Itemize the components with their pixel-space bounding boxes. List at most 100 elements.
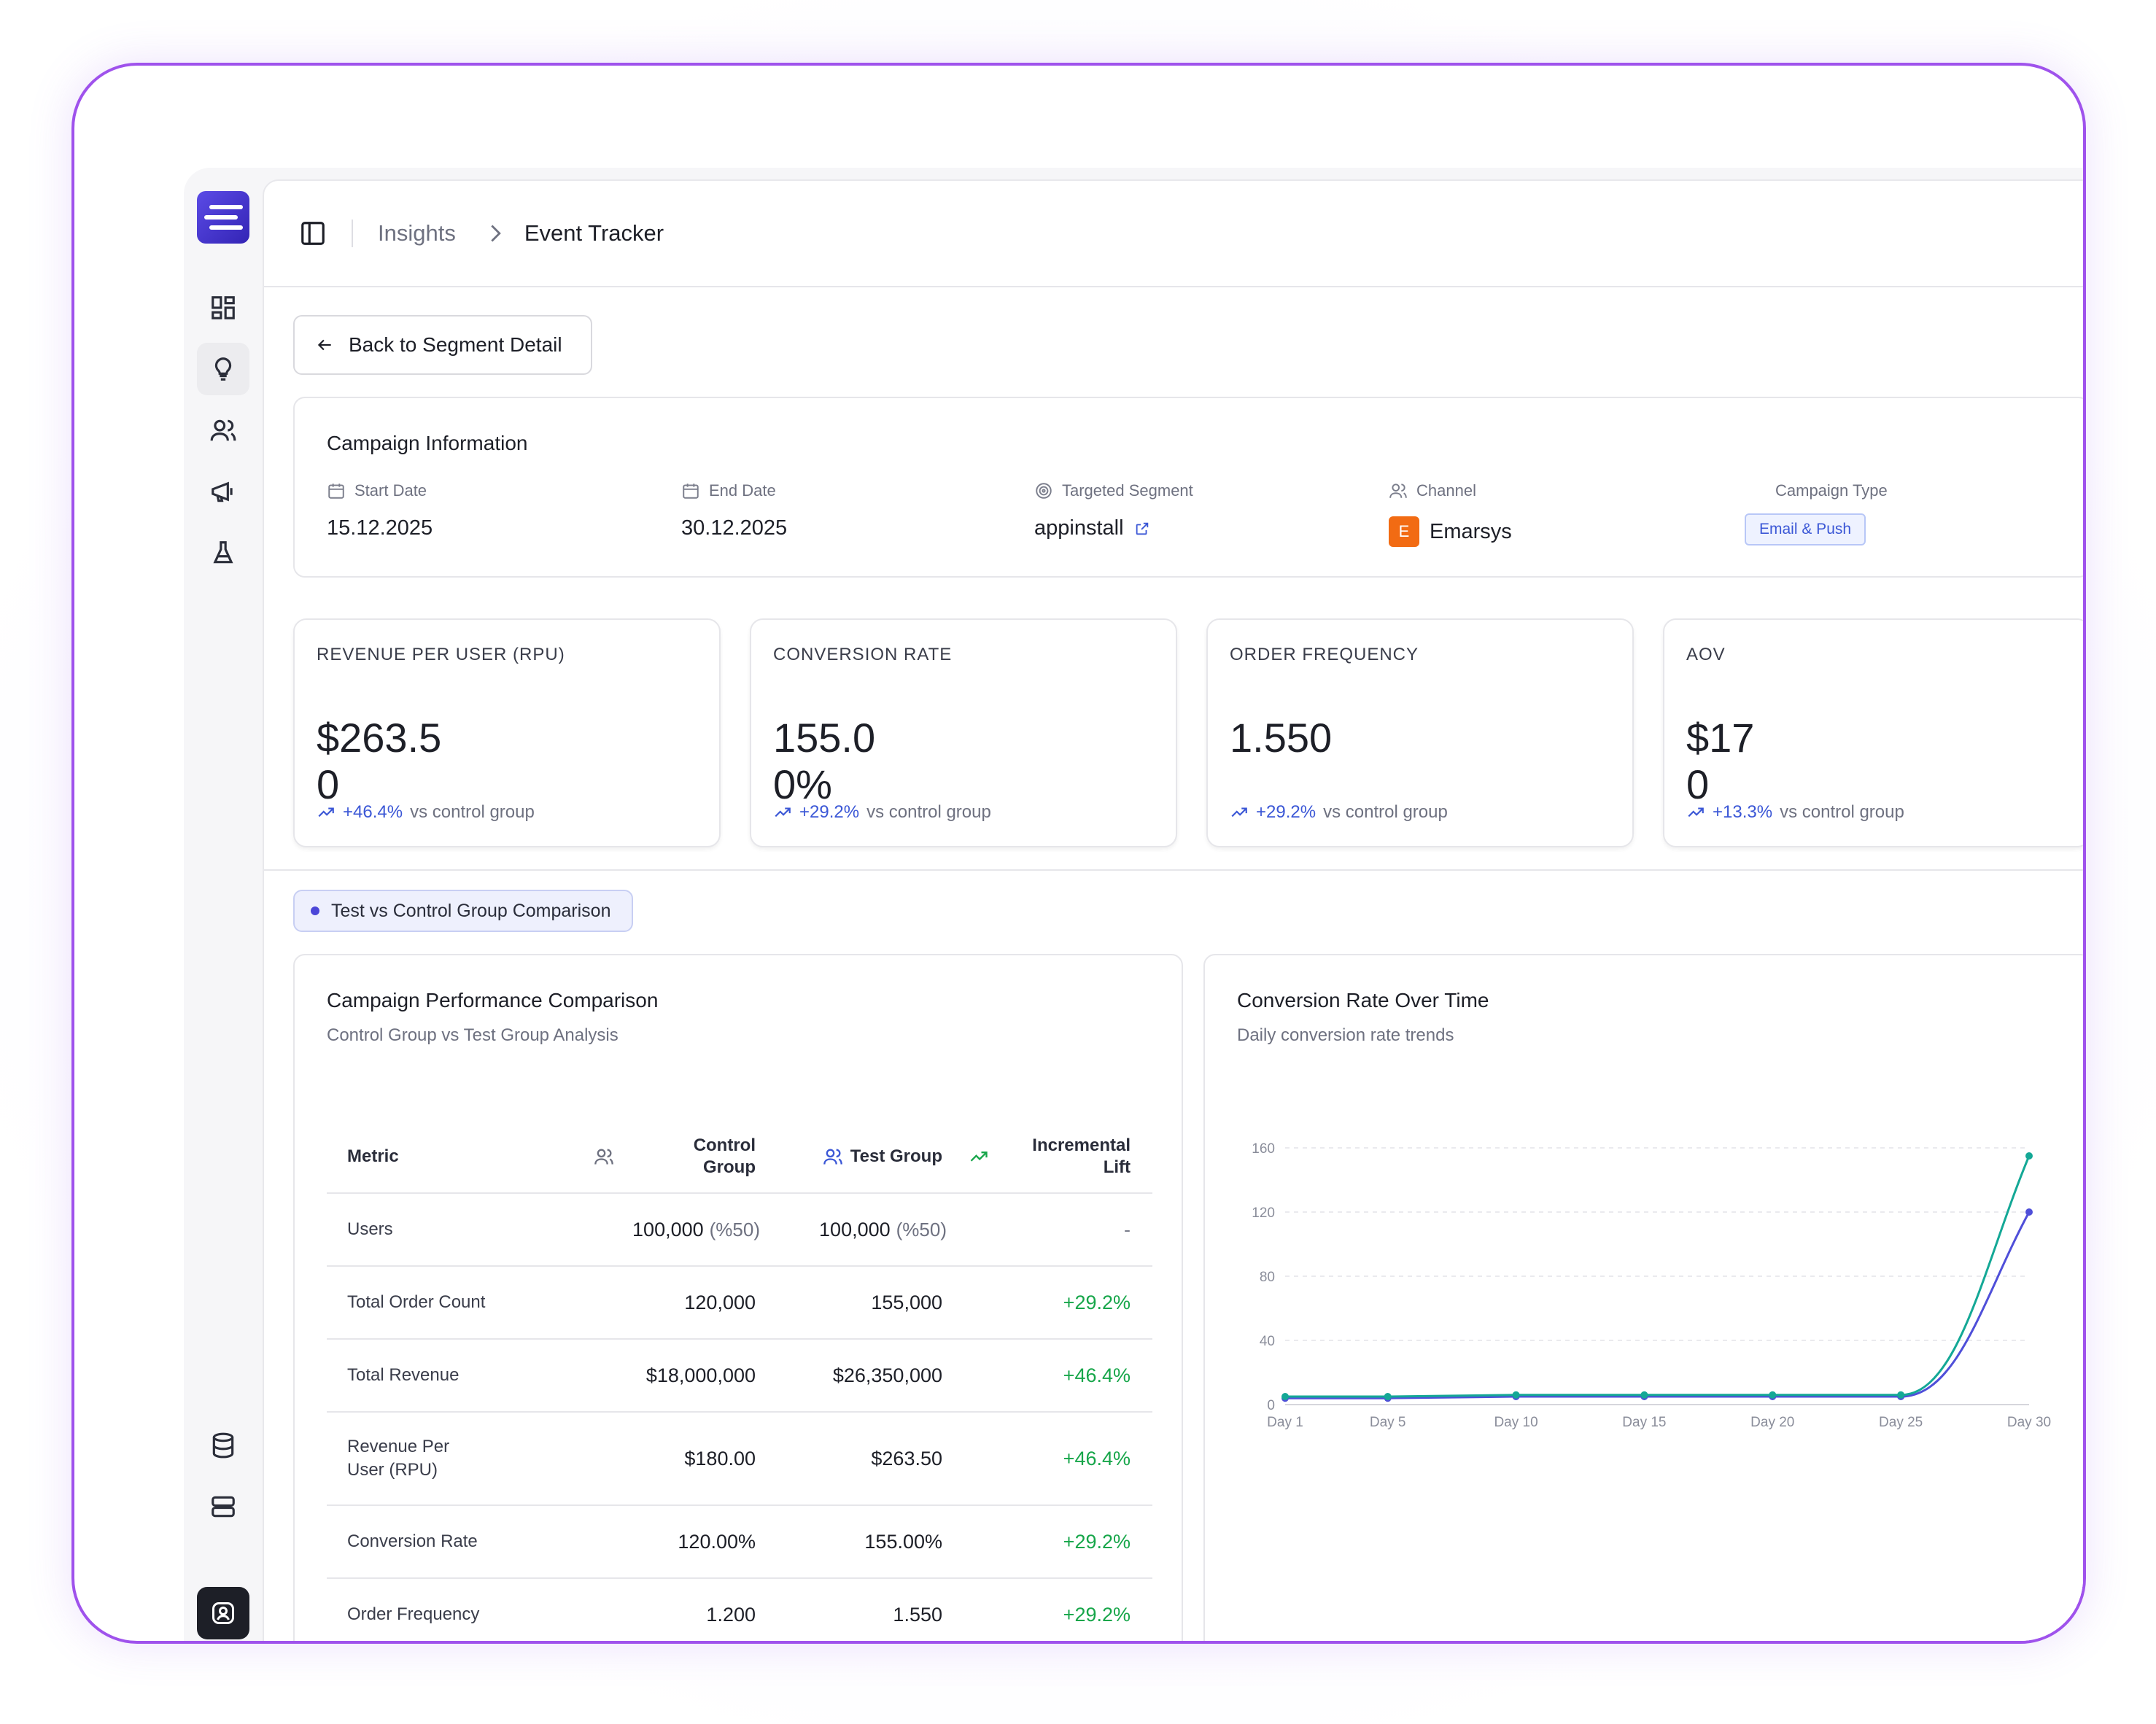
external-link-icon[interactable]: [1134, 521, 1150, 537]
start-date-label: Start Date: [354, 481, 427, 500]
data-point: [2025, 1152, 2033, 1160]
test-value: 1.550: [760, 1578, 947, 1641]
channel-label: Channel: [1416, 481, 1476, 500]
metric-cell: Order Frequency: [327, 1578, 560, 1641]
divider: [352, 220, 353, 247]
back-to-segment-button[interactable]: Back to Segment Detail: [293, 315, 592, 375]
end-date-field: End Date 30.12.2025: [681, 480, 787, 540]
control-share: (%50): [709, 1218, 760, 1240]
x-tick-label: Day 1: [1267, 1415, 1303, 1430]
channel-field: Channel E Emarsys: [1389, 480, 1512, 547]
kpi-value: $263.50: [317, 715, 442, 807]
test-share: (%50): [896, 1218, 947, 1240]
conversion-line-chart: 0 40 80 120 160 Day 1 Day 5 Day 10 Day 15 Day 20 D…: [1252, 1141, 2051, 1430]
kpi-card-conversion-rate: CONVERSION RATE 155.00% +29.2% vs control…: [750, 618, 1177, 847]
start-date-value: 15.12.2025: [327, 516, 433, 540]
dashboard-icon[interactable]: [197, 281, 249, 334]
server-icon[interactable]: [197, 1480, 249, 1533]
table-row: Revenue Per User (RPU) $180.00 $263.50 +…: [327, 1412, 1152, 1506]
metric-cell: Total Order Count: [327, 1266, 560, 1340]
chevron-right-icon: [491, 225, 501, 242]
segment-value[interactable]: appinstall: [1034, 516, 1124, 540]
trend-up-icon: [318, 807, 334, 818]
kpi-suffix: vs control group: [410, 802, 535, 822]
performance-comparison-card: Campaign Performance Comparison Control …: [293, 954, 1183, 1641]
flask-icon[interactable]: [197, 527, 249, 579]
y-tick-label: 160: [1252, 1141, 1275, 1157]
table-row: Users 100,000 (%50) 100,000 (%50) -: [327, 1193, 1152, 1267]
comparison-tag-label: Test vs Control Group Comparison: [331, 900, 611, 921]
col-lift: Incremental Lift: [1032, 1135, 1131, 1177]
table-row: Total Order Count 120,000 155,000 +29.2%: [327, 1266, 1152, 1340]
col-metric: Metric: [347, 1146, 399, 1166]
control-value: 120.00%: [560, 1505, 760, 1579]
col-test: Test Group: [850, 1146, 942, 1166]
breadcrumb-insights[interactable]: Insights: [378, 220, 456, 246]
calendar-icon: [683, 484, 699, 499]
device-frame: Insights Event Tracker Back to Segment D…: [71, 63, 2086, 1644]
x-tick-label: Day 30: [2007, 1415, 2051, 1430]
user-profile-icon[interactable]: [197, 1587, 249, 1639]
x-tick-label: Day 5: [1370, 1415, 1406, 1430]
insights-bulb-icon[interactable]: [197, 343, 249, 395]
brand-logo-icon[interactable]: [197, 191, 249, 244]
control-value: $18,000,000: [560, 1339, 760, 1413]
x-tick-label: Day 15: [1622, 1415, 1666, 1430]
performance-title: Campaign Performance Comparison: [327, 989, 659, 1012]
test-value: 100,000: [819, 1218, 891, 1240]
users-icon[interactable]: [197, 404, 249, 457]
table-row: Conversion Rate 120.00% 155.00% +29.2%: [327, 1505, 1152, 1579]
metric-cell: Conversion Rate: [327, 1505, 560, 1579]
y-tick-label: 120: [1252, 1205, 1275, 1221]
test-value: $263.50: [760, 1412, 947, 1506]
table-row: Order Frequency 1.200 1.550 +29.2%: [327, 1578, 1152, 1641]
kpi-label: ORDER FREQUENCY: [1230, 645, 1419, 664]
campaign-information-card: Campaign Information Start Date 15.12.20…: [293, 397, 2083, 578]
end-date-value: 30.12.2025: [681, 516, 788, 540]
comparison-tag[interactable]: Test vs Control Group Comparison: [293, 890, 633, 932]
lift-value: +29.2%: [947, 1505, 1152, 1579]
database-icon[interactable]: [197, 1419, 249, 1472]
lift-value: +29.2%: [947, 1578, 1152, 1641]
users-icon: [1389, 484, 1407, 498]
users-icon: [823, 1149, 842, 1165]
sidebar-toggle-icon[interactable]: [299, 220, 327, 247]
chart-title: Conversion Rate Over Time: [1237, 989, 1489, 1012]
section-divider: [264, 869, 2083, 871]
trend-up-icon: [775, 807, 791, 818]
kpi-card-rpu: REVENUE PER USER (RPU) $263.50 +46.4% vs …: [293, 618, 721, 847]
metric-cell: Users: [327, 1193, 560, 1267]
megaphone-icon[interactable]: [197, 465, 249, 518]
performance-subtitle: Control Group vs Test Group Analysis: [327, 1025, 619, 1045]
x-tick-label: Day 10: [1494, 1415, 1537, 1430]
test-value: 155,000: [760, 1266, 947, 1340]
series-line-control: [1285, 1211, 2031, 1399]
main-panel: Insights Event Tracker Back to Segment D…: [263, 179, 2083, 1641]
lift-value: +46.4%: [947, 1339, 1152, 1413]
targeted-segment-field: Targeted Segment appinstall: [1034, 480, 1193, 540]
arrow-left-icon: [317, 339, 331, 351]
table-row: Total Revenue $18,000,000 $26,350,000 +4…: [327, 1339, 1152, 1413]
users-icon: [594, 1149, 613, 1165]
lift-value: -: [947, 1193, 1152, 1267]
kpi-label: CONVERSION RATE: [773, 645, 953, 664]
kpi-label: REVENUE PER USER (RPU): [317, 645, 565, 664]
start-date-field: Start Date 15.12.2025: [327, 480, 433, 540]
conversion-rate-chart-card: Conversion Rate Over Time Daily conversi…: [1203, 954, 2083, 1641]
data-point: [1640, 1391, 1648, 1399]
kpi-lift: +29.2%: [1256, 802, 1317, 822]
control-value: 1.200: [560, 1578, 760, 1641]
x-tick-label: Day 25: [1879, 1415, 1923, 1430]
y-tick-label: 40: [1260, 1334, 1275, 1349]
target-icon: [1036, 483, 1052, 499]
emarsys-logo: E: [1389, 516, 1419, 547]
data-point: [1281, 1393, 1289, 1400]
segment-label: Targeted Segment: [1062, 481, 1193, 500]
app-shell: Insights Event Tracker Back to Segment D…: [184, 168, 2083, 1641]
metric-cell: Revenue Per User (RPU): [347, 1437, 450, 1480]
lift-value: +46.4%: [947, 1412, 1152, 1506]
calendar-icon: [328, 484, 344, 499]
campaign-type-label: Campaign Type: [1775, 481, 1888, 500]
control-value: 120,000: [560, 1266, 760, 1340]
